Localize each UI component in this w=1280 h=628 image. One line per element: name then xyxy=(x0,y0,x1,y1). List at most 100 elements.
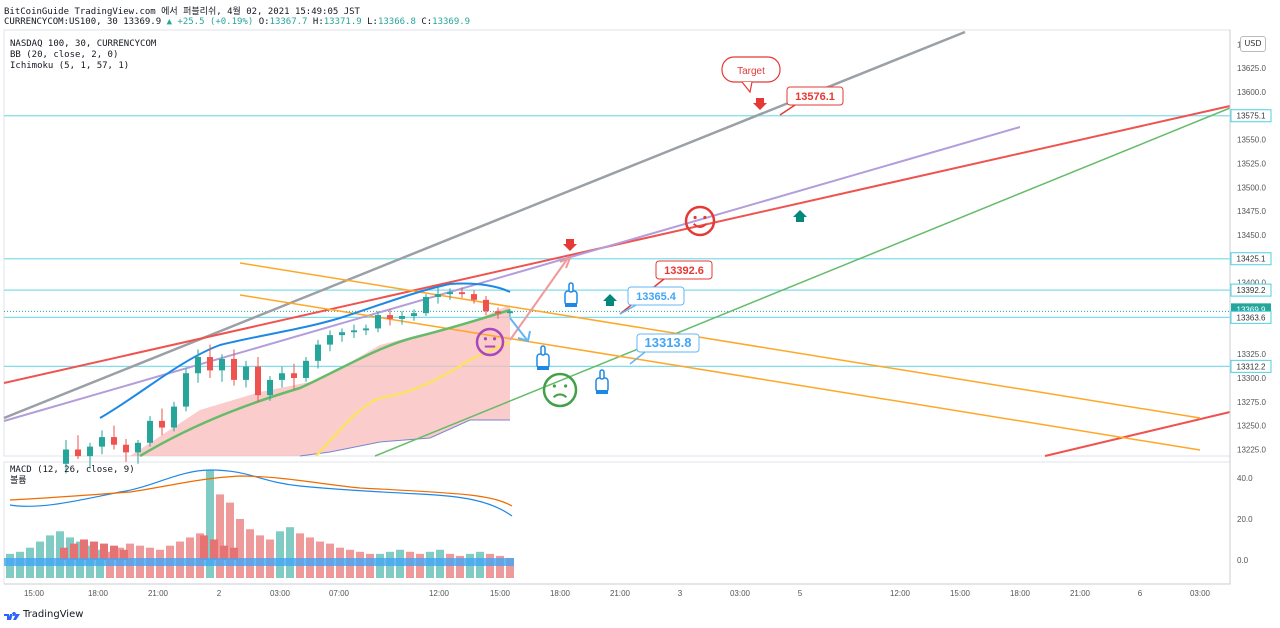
candle-body xyxy=(123,444,129,453)
face-mouth xyxy=(552,393,568,398)
candle xyxy=(351,324,357,338)
ichimoku-cloud xyxy=(130,305,510,457)
price-tick: 13625.0 xyxy=(1237,64,1266,73)
macd-tick: 0.0 xyxy=(1237,556,1249,565)
candle xyxy=(315,339,321,369)
candle xyxy=(171,401,177,432)
candle-body xyxy=(363,328,369,331)
symbol-line: CURRENCYCOM:US100, 30 13369.9 ▲ +25.5 (+… xyxy=(4,17,471,27)
currency-button[interactable]: USD xyxy=(1240,36,1266,52)
candle xyxy=(243,360,249,388)
price-tick: 13400.0 xyxy=(1237,279,1266,288)
candle xyxy=(471,290,477,304)
candle-body xyxy=(447,292,453,295)
legend-bb[interactable]: BB (20, close, 2, 0) xyxy=(10,50,119,60)
candle-body xyxy=(267,379,273,396)
hand-palm xyxy=(564,290,578,306)
time-tick: 21:00 xyxy=(610,589,631,598)
candle xyxy=(63,439,69,474)
candle-body xyxy=(327,335,333,345)
price-tick: 13275.0 xyxy=(1237,398,1266,407)
macd-neg-bar xyxy=(60,547,68,560)
down-arrow-icon xyxy=(563,239,577,251)
macd-hist-bar xyxy=(216,494,224,578)
candle xyxy=(219,354,225,382)
candle-body xyxy=(315,344,321,361)
candle xyxy=(363,324,369,336)
candle-body xyxy=(219,358,225,371)
candle-body xyxy=(495,311,501,314)
macd-hist-bar xyxy=(506,557,514,578)
macd-neg-bar xyxy=(80,539,88,560)
macd-neg-bar xyxy=(210,539,218,560)
time-tick: 15:00 xyxy=(490,589,511,598)
time-tick: 15:00 xyxy=(950,589,971,598)
drawings: Target 13576.1 13392.6 13365.4 13313.8 xyxy=(475,56,844,408)
legend-macd[interactable]: MACD (12, 26, close, 9) xyxy=(10,465,135,475)
level-badge xyxy=(1230,109,1272,123)
legend-volume[interactable]: 볼륨 xyxy=(10,476,27,486)
candle-body xyxy=(291,373,297,378)
candle xyxy=(195,349,201,383)
tradingview-logo[interactable]: TradingView xyxy=(4,609,83,620)
level-text: 13425.1 xyxy=(1237,255,1266,264)
candlesticks xyxy=(63,287,513,474)
candle-body xyxy=(63,449,69,464)
price-tick: 13225.0 xyxy=(1237,445,1266,454)
tradingview-icon xyxy=(4,611,20,620)
red-trend-line-2 xyxy=(1044,411,1231,457)
price-tick: 13600.0 xyxy=(1237,88,1266,97)
callout-pointer xyxy=(779,104,796,116)
candle xyxy=(291,363,297,390)
candle xyxy=(375,311,381,333)
candle-body xyxy=(303,360,309,378)
candle xyxy=(327,330,333,352)
candle xyxy=(111,425,117,450)
macd-hist-bar xyxy=(236,519,244,578)
price-callout-blue: 13365.4 xyxy=(619,286,685,315)
legend-symbol[interactable]: NASDAQ 100, 30, CURRENCYCOM xyxy=(10,39,157,49)
level-badge xyxy=(1230,359,1272,373)
last-price: 13369.9 xyxy=(123,17,162,27)
target-bubble-tail xyxy=(741,81,753,94)
candle xyxy=(303,357,309,382)
legend-ichimoku[interactable]: Ichimoku (5, 1, 57, 1) xyxy=(10,61,130,71)
macd-hist-bar xyxy=(456,555,464,578)
candle-body xyxy=(255,366,261,396)
candle-body xyxy=(111,437,117,445)
candle xyxy=(507,309,513,317)
callout-box xyxy=(786,86,844,106)
projection-arrowhead xyxy=(517,330,531,343)
macd-legend: MACD (12, 26, close, 9) 볼륨 xyxy=(10,465,135,487)
candle-body xyxy=(243,366,249,380)
macd-tick: 20.0 xyxy=(1237,515,1253,524)
face-eye xyxy=(492,337,497,341)
candle xyxy=(231,349,237,386)
candle-body xyxy=(147,420,153,443)
callout-text: 13576.1 xyxy=(795,91,835,103)
price-change: ▲ +25.5 (+0.19%) xyxy=(166,17,254,27)
candle xyxy=(87,442,93,469)
time-tick: 03:00 xyxy=(730,589,751,598)
open-value: 13367.7 xyxy=(269,17,308,27)
time-tick: 12:00 xyxy=(890,589,911,598)
price-tick: 13500.0 xyxy=(1237,183,1266,192)
target-text: Target xyxy=(737,66,765,77)
face-outline xyxy=(542,372,578,408)
macd-hist-bar xyxy=(276,531,284,578)
smile-face-icon xyxy=(684,205,716,237)
bb-basis-line xyxy=(139,308,511,458)
candle xyxy=(435,287,441,304)
level-text: 13312.2 xyxy=(1237,362,1266,371)
hand-cuff xyxy=(565,303,577,307)
candle-body xyxy=(159,420,165,428)
callout-text: 13313.8 xyxy=(645,335,692,350)
time-tick: 3 xyxy=(678,589,683,598)
price-callout-red: 13392.6 xyxy=(619,260,713,315)
candle-body xyxy=(459,292,465,295)
down-arrow-icon xyxy=(753,98,767,110)
macd-hist-bar xyxy=(46,535,54,578)
hand-cuff xyxy=(537,366,549,370)
projection-arrowhead xyxy=(559,256,572,269)
